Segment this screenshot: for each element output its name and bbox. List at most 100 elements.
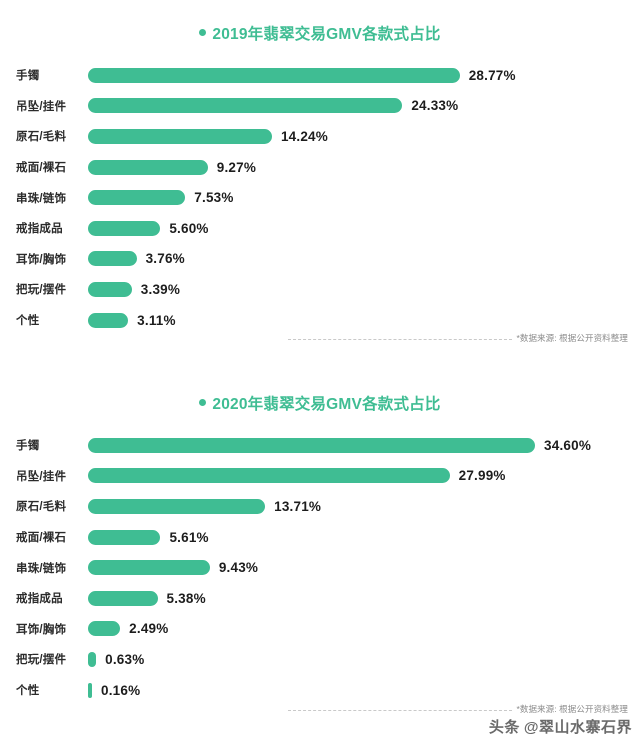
bar-area: 27.99% <box>88 461 640 492</box>
bar-category-label: 戒指成品 <box>16 593 63 606</box>
footnote-source-text: *数据来源: 根据公开资料整理 <box>516 704 628 714</box>
bar-segment <box>88 159 208 175</box>
bar-value-label: 3.11% <box>137 312 176 328</box>
bar-segment <box>88 468 450 484</box>
bar-category-label: 手镯 <box>16 70 40 83</box>
bar-category-label: 耳饰/胸饰 <box>16 253 67 266</box>
bar-segment <box>88 190 186 206</box>
bar-category-label: 原石/毛料 <box>16 131 67 144</box>
chart-2019-rows: 手镯 28.77% 吊坠/挂件 24.33% 原石/毛料 14.24% 戒面/裸石 9.27%… <box>0 60 640 335</box>
bar-category-label: 串珠/链饰 <box>16 192 67 205</box>
bar-area: 24.33% <box>88 91 640 122</box>
bar-row: 串珠/链饰 9.43% <box>0 552 640 583</box>
bar-category-label: 戒指成品 <box>16 223 63 236</box>
bar-row: 吊坠/挂件 24.33% <box>0 91 640 122</box>
bar-area: 7.53% <box>88 182 640 213</box>
bar-segment <box>88 590 158 606</box>
watermark: 头条 @翠山水寨石界 <box>489 716 632 737</box>
bar-category-label: 戒面/裸石 <box>16 532 67 545</box>
bar-row: 个性 0.16% <box>0 675 640 706</box>
bar-area: 9.27% <box>88 152 640 183</box>
bar-value-label: 3.76% <box>145 251 185 267</box>
bar-area: 3.39% <box>88 274 640 305</box>
bar-row: 戒面/裸石 5.61% <box>0 522 640 553</box>
bar-area: 14.24% <box>88 121 640 152</box>
bar-value-label: 24.33% <box>411 98 459 114</box>
bullet-dot-icon <box>199 28 207 36</box>
bar-row: 把玩/摆件 0.63% <box>0 644 640 675</box>
bar-segment <box>88 98 403 114</box>
bar-category-label: 串珠/链饰 <box>16 562 67 575</box>
bar-value-label: 3.39% <box>140 281 181 297</box>
bar-segment <box>88 498 266 514</box>
bar-value-label: 7.53% <box>194 190 234 206</box>
chart-2019-title: 2019年翡翠交易GMV各款式占比 <box>0 0 640 48</box>
bar-area: 0.16% <box>88 675 640 706</box>
bar-value-label: 14.24% <box>280 128 328 144</box>
bar-value-label: 5.38% <box>166 590 206 606</box>
watermark-brand: 头条 <box>488 719 520 736</box>
bar-row: 原石/毛料 14.24% <box>0 121 640 152</box>
bar-area: 13.71% <box>88 491 640 522</box>
chart-2020-title: 2020年翡翠交易GMV各款式占比 <box>0 370 640 418</box>
chart-2020-title-text: 2020年翡翠交易GMV各款式占比 <box>212 396 441 413</box>
bar-row: 手镯 34.60% <box>0 430 640 461</box>
bar-category-label: 耳饰/胸饰 <box>16 623 67 636</box>
footnote-dashed-line <box>288 710 513 711</box>
bar-category-label: 个性 <box>16 315 40 328</box>
bar-segment <box>88 128 272 144</box>
chart-2019-title-text: 2019年翡翠交易GMV各款式占比 <box>212 26 441 43</box>
bar-category-label: 戒面/裸石 <box>16 162 67 175</box>
bar-segment <box>88 312 129 328</box>
bar-row: 戒面/裸石 9.27% <box>0 152 640 183</box>
chart-2019-block: 2019年翡翠交易GMV各款式占比 手镯 28.77% 吊坠/挂件 24.33% 原石/… <box>0 0 640 370</box>
chart-2020-footnote: *数据来源: 根据公开资料整理 <box>288 703 628 715</box>
bar-row: 手镯 28.77% <box>0 60 640 91</box>
bar-area: 2.49% <box>88 614 640 645</box>
bar-category-label: 吊坠/挂件 <box>16 470 67 483</box>
bar-row: 戒指成品 5.38% <box>0 583 640 614</box>
bar-area: 5.38% <box>88 583 640 614</box>
bar-area: 5.61% <box>88 522 640 553</box>
bar-category-label: 原石/毛料 <box>16 501 67 514</box>
bar-value-label: 13.71% <box>274 498 322 514</box>
watermark-handle: @翠山水寨石界 <box>523 719 632 736</box>
bar-segment <box>88 560 210 576</box>
bar-value-label: 34.60% <box>544 437 592 453</box>
bar-value-label: 2.49% <box>129 621 169 637</box>
chart-2020-rows: 手镯 34.60% 吊坠/挂件 27.99% 原石/毛料 13.71% 戒面/裸石 5.61%… <box>0 430 640 705</box>
bar-area: 28.77% <box>88 60 640 91</box>
bar-row: 把玩/摆件 3.39% <box>0 274 640 305</box>
bar-segment <box>88 251 137 267</box>
bar-value-label: 27.99% <box>458 468 506 484</box>
bar-value-label: 0.63% <box>105 651 145 667</box>
bar-row: 耳饰/胸饰 2.49% <box>0 614 640 645</box>
bar-value-label: 5.60% <box>169 220 209 236</box>
bar-value-label: 9.27% <box>216 159 257 175</box>
bar-category-label: 把玩/摆件 <box>16 654 67 667</box>
chart-2019-footnote: *数据来源: 根据公开资料整理 <box>288 332 628 344</box>
bullet-dot-icon <box>199 398 207 406</box>
bar-value-label: 28.77% <box>468 67 516 83</box>
bar-segment <box>88 682 92 698</box>
bar-segment <box>88 281 132 297</box>
bar-row: 戒指成品 5.60% <box>0 213 640 244</box>
bar-value-label: 0.16% <box>101 682 141 698</box>
bar-row: 原石/毛料 13.71% <box>0 491 640 522</box>
bar-area: 34.60% <box>88 430 640 461</box>
bar-area: 9.43% <box>88 552 640 583</box>
bar-segment <box>88 651 97 667</box>
bar-area: 5.60% <box>88 213 640 244</box>
footnote-dashed-line <box>288 339 513 340</box>
bar-area: 3.11% <box>88 305 640 336</box>
bar-segment <box>88 529 161 545</box>
bar-segment <box>88 437 536 453</box>
bar-category-label: 个性 <box>16 685 40 698</box>
bar-row: 耳饰/胸饰 3.76% <box>0 244 640 275</box>
bar-segment <box>88 67 460 83</box>
bar-category-label: 手镯 <box>16 440 40 453</box>
bar-area: 0.63% <box>88 644 640 675</box>
bar-row: 吊坠/挂件 27.99% <box>0 461 640 492</box>
bar-category-label: 吊坠/挂件 <box>16 100 67 113</box>
